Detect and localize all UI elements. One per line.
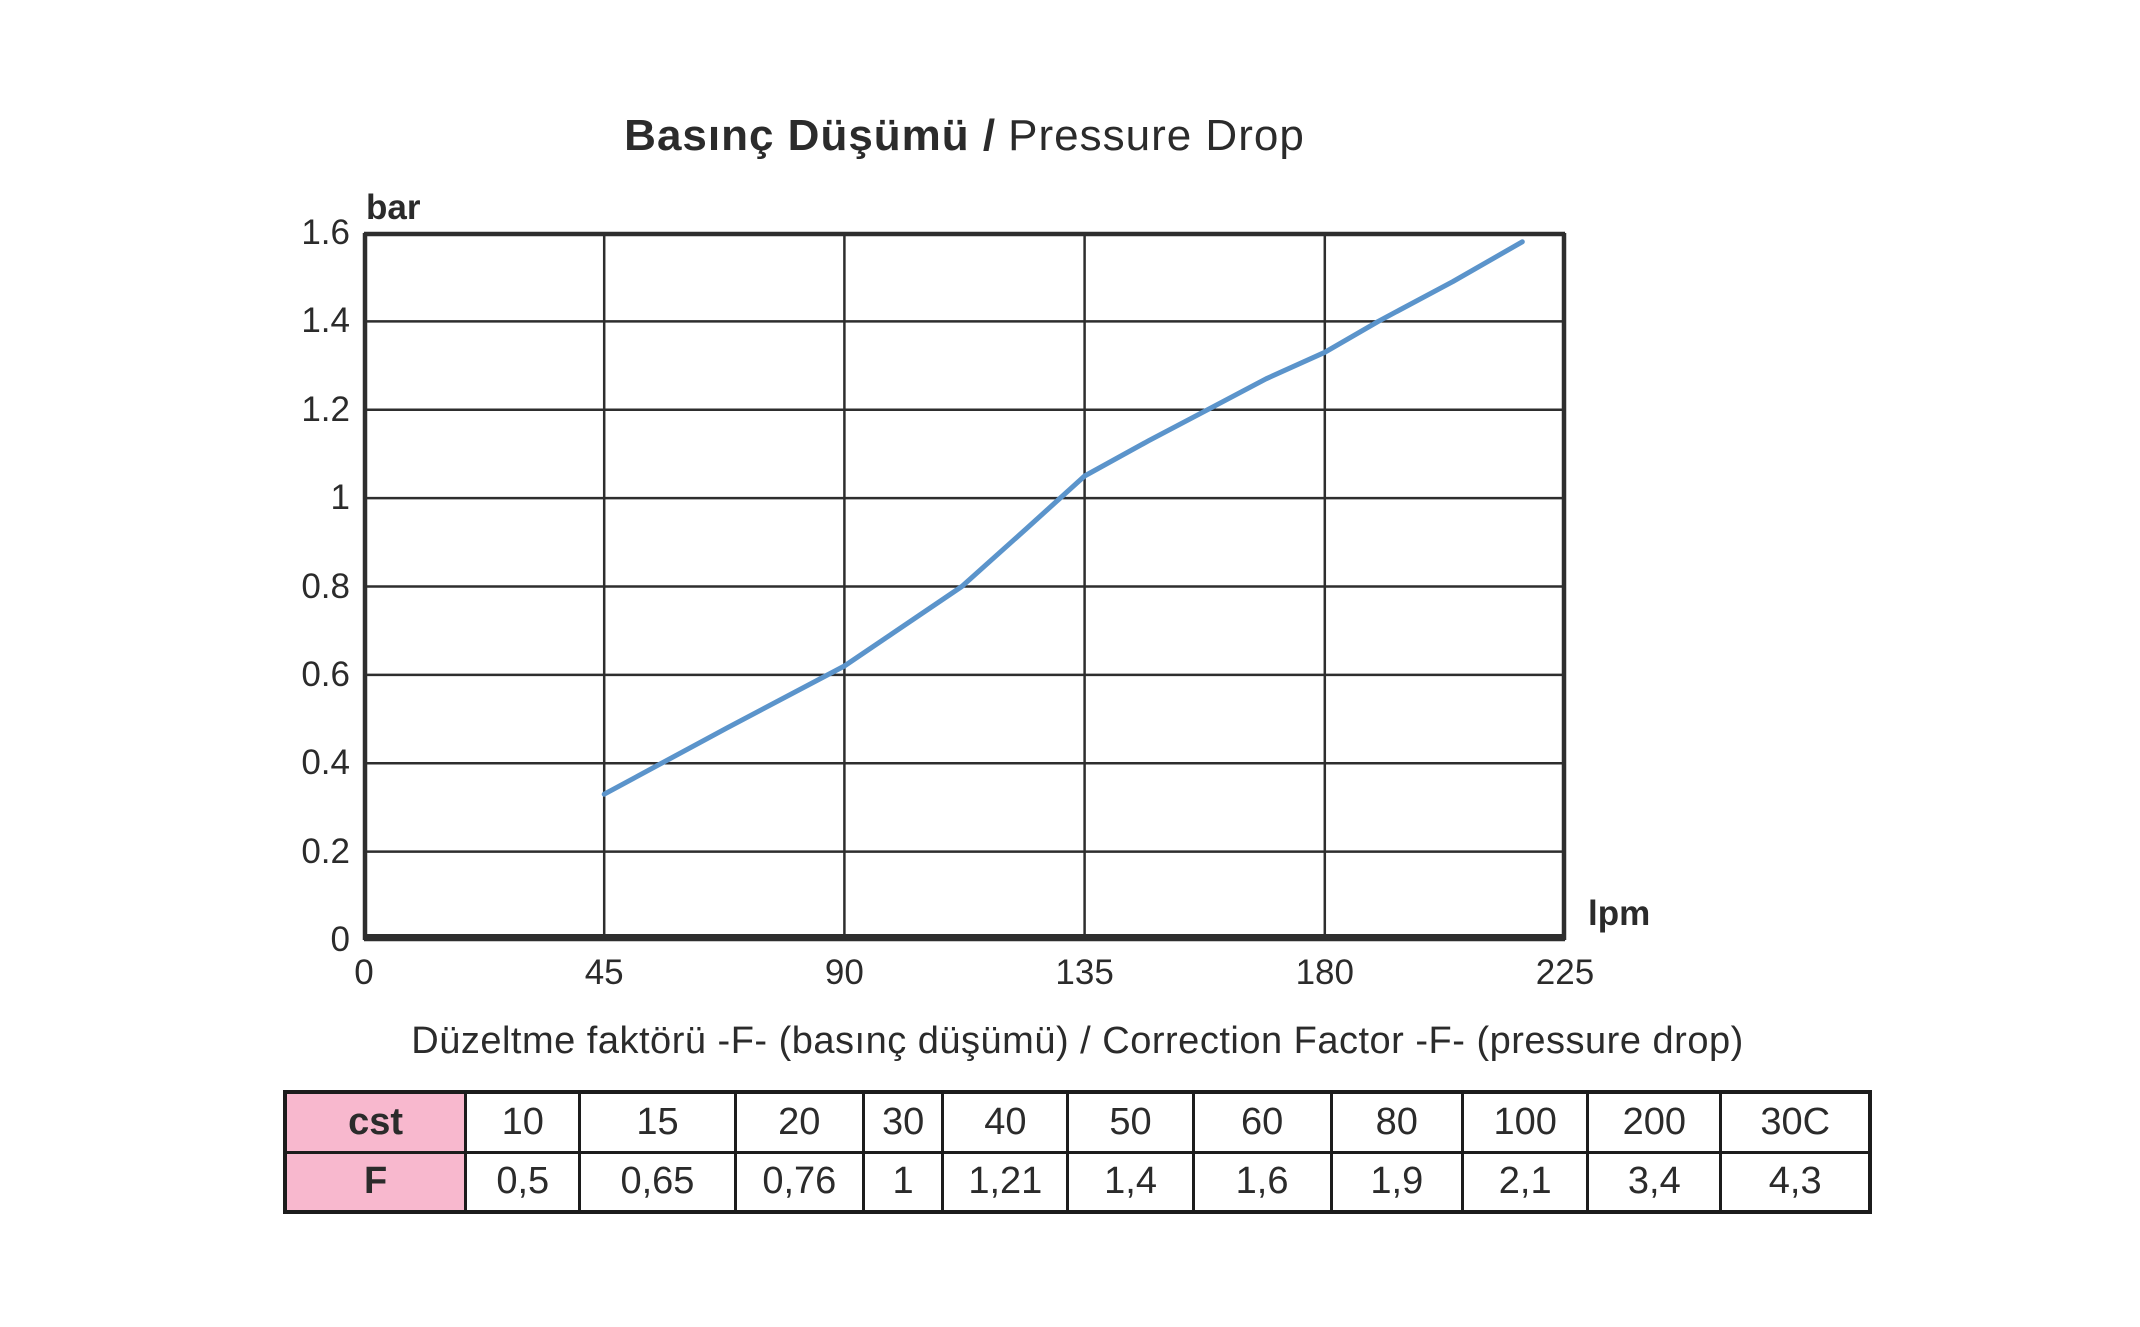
chart-title-english: Pressure Drop: [1008, 111, 1305, 160]
table-cell: 100: [1461, 1090, 1590, 1154]
table-cell: 0,65: [578, 1150, 737, 1214]
y-tick-label: 0.8: [301, 566, 350, 606]
x-tick-label: 45: [584, 953, 624, 992]
table-cell: 80: [1329, 1090, 1465, 1154]
row-header-cell: F: [283, 1150, 468, 1214]
table-cell: 200: [1586, 1090, 1723, 1154]
y-tick-label: 1.2: [301, 389, 350, 429]
x-axis-unit-label: lpm: [1588, 894, 1651, 933]
row-header-cell: cst: [283, 1090, 468, 1154]
x-tick-label: 225: [1535, 953, 1595, 992]
table-cell: 30: [861, 1090, 945, 1154]
table-cell: 15: [578, 1090, 737, 1154]
y-tick-label: 1.4: [301, 301, 350, 341]
table-cell: 3,4: [1586, 1150, 1723, 1214]
table-cell: 40: [941, 1090, 1070, 1154]
table-cell: 0,76: [733, 1150, 866, 1214]
table-cell: 1: [861, 1150, 945, 1214]
y-tick-label: 0: [330, 920, 350, 959]
table-cell: 50: [1066, 1090, 1195, 1154]
y-axis-unit-label: bar: [366, 188, 421, 227]
y-tick-label: 0.2: [301, 831, 350, 871]
table-cell: 1,21: [941, 1150, 1070, 1214]
table-row: F 0,5 0,65 0,76 1 1,21 1,4 1,6 1,9 2,1 3,4 4,3: [283, 1150, 1872, 1214]
chart-title: Basınç Düşümü / Pressure Drop: [364, 110, 1565, 162]
table-cell: 10: [464, 1090, 582, 1154]
table-cell: 60: [1191, 1090, 1333, 1154]
y-tick-label: 0.4: [301, 743, 350, 783]
x-tick-label: 135: [1055, 953, 1114, 992]
x-tick-label: 90: [824, 953, 864, 992]
y-tick-label: 0.6: [301, 654, 350, 694]
pressure-drop-curve: [601, 239, 1525, 797]
table-cell: 4,3: [1719, 1150, 1872, 1214]
y-tick-label: 1: [330, 478, 350, 518]
x-tick-label: 180: [1295, 953, 1354, 992]
table-row: cst 10 15 20 30 40 50 60 80 100 200 30C: [283, 1090, 1872, 1154]
table-cell: 30C: [1719, 1090, 1872, 1154]
x-tick-label: 0: [354, 953, 374, 992]
table-cell: 1,9: [1329, 1150, 1465, 1214]
chart-title-turkish: Basınç Düşümü /: [624, 111, 997, 160]
table-cell: 0,5: [464, 1150, 582, 1214]
table-cell: 2,1: [1461, 1150, 1590, 1214]
y-tick-label: 1.6: [301, 213, 350, 252]
table-cell: 1,6: [1191, 1150, 1333, 1214]
table-cell: 20: [733, 1090, 866, 1154]
table-cell: 1,4: [1066, 1150, 1195, 1214]
correction-factor-table: cst 10 15 20 30 40 50 60 80 100 200 30C F 0,5 0,65 0,76…: [283, 1090, 1872, 1214]
pressure-drop-chart: [362, 231, 1567, 942]
correction-table-title: Düzeltme faktörü -F- (basınç düşümü) / C…: [411, 1020, 1744, 1062]
